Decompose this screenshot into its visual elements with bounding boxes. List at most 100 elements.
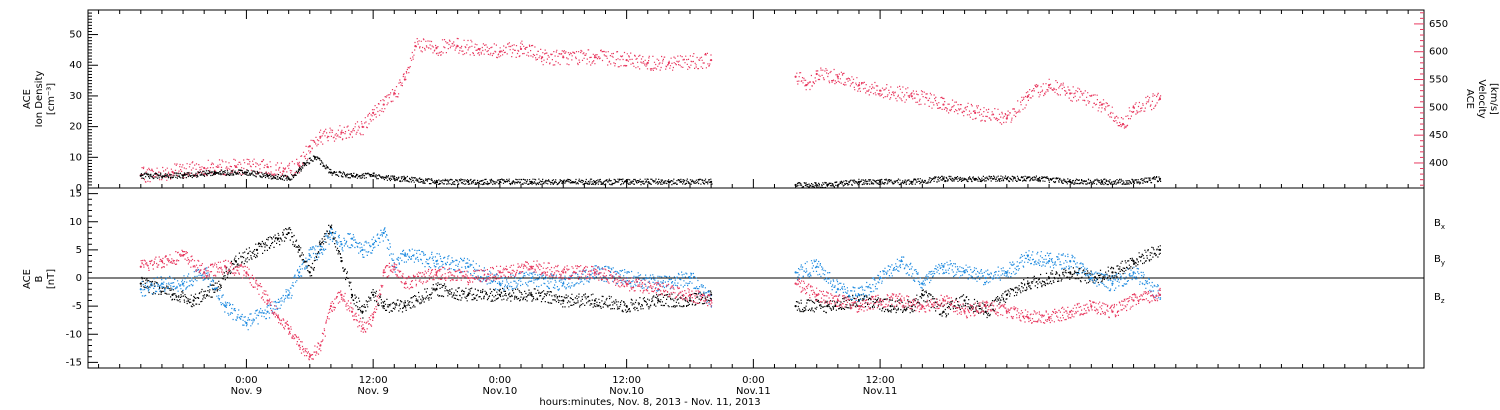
bz-series-point xyxy=(372,316,375,319)
by-series-point xyxy=(1090,276,1093,280)
velocity-series-point xyxy=(282,170,285,173)
top-ylabel-right-line3: [km/s] xyxy=(1488,83,1499,115)
legend-bz: Bz xyxy=(1434,292,1445,305)
top-left-ytick-label: 0 xyxy=(76,183,82,194)
bz-series-point xyxy=(1090,305,1093,308)
bz-series-point xyxy=(593,271,597,274)
by-series-point xyxy=(857,293,861,296)
top-left-ytick-label: 30 xyxy=(69,91,82,102)
bottom-ylabel-left-line2: B xyxy=(34,275,45,282)
by-series-point xyxy=(1111,282,1114,285)
bx-series-point xyxy=(382,305,385,308)
top-ylabel-right: ACE Velocity [km/s] xyxy=(1464,79,1499,118)
velocity-series-point xyxy=(498,50,501,53)
bz-series-point xyxy=(139,265,142,268)
velocity-series-point xyxy=(1005,117,1008,120)
velocity-series-point xyxy=(203,166,206,170)
bz-series-point xyxy=(203,271,206,274)
bz-series-point xyxy=(857,305,861,308)
top-ylabel-right-line2: Velocity xyxy=(1476,79,1487,118)
bottom-ylabel-left: ACE B [nT] xyxy=(22,269,57,289)
bottom-ytick-label: 15 xyxy=(69,189,82,200)
by-series-point xyxy=(815,265,818,268)
by-series-point xyxy=(942,265,945,268)
bx-series-point xyxy=(530,293,533,296)
bz-series-point xyxy=(1132,299,1135,302)
bx-series-point xyxy=(298,248,301,251)
legend: Bx By Bz xyxy=(1434,218,1445,305)
by-series-point xyxy=(1132,271,1135,274)
velocity-series-point xyxy=(794,75,797,78)
velocity-series-point xyxy=(625,58,628,62)
bz-series-point xyxy=(836,299,839,302)
bx-series-point xyxy=(826,305,829,308)
bx-series-point xyxy=(1069,271,1072,274)
by-series-point xyxy=(562,282,565,285)
bx-series-point xyxy=(889,305,892,308)
bottom-ytick-label: -10 xyxy=(66,329,82,340)
bz-series-point xyxy=(984,305,987,308)
bz-series-point xyxy=(403,282,406,285)
x-label-time: 12:00 xyxy=(612,375,641,386)
by-series xyxy=(139,227,1162,331)
x-label-time: 0:00 xyxy=(235,375,257,386)
velocity-series-point xyxy=(519,47,523,51)
velocity-series-point xyxy=(593,56,597,59)
top-right-ytick-label: 450 xyxy=(1429,130,1448,141)
x-label-date: Nov. 9 xyxy=(357,386,388,397)
bottom-ylabel-left-line3: [nT] xyxy=(46,269,57,289)
top-ylabel-right-line1: ACE xyxy=(1464,89,1475,109)
bx-series xyxy=(139,224,1162,319)
top-ylabel-left: ACE Ion Density [cm⁻³] xyxy=(22,71,57,128)
bz-series-point xyxy=(467,276,470,280)
bz-series-point xyxy=(350,310,354,313)
bx-series-point xyxy=(625,305,628,308)
velocity-series-point xyxy=(562,56,565,59)
density-series-point xyxy=(139,174,142,177)
by-series-point xyxy=(1047,260,1051,263)
top-left-ytick-label: 50 xyxy=(69,30,82,41)
velocity-series-point xyxy=(910,95,913,98)
x-label-date: Nov.11 xyxy=(736,386,771,397)
bx-series-point xyxy=(794,305,797,308)
by-series-point xyxy=(298,271,301,274)
by-series-point xyxy=(984,276,987,280)
velocity-series-point xyxy=(340,131,343,134)
legend-by: By xyxy=(1434,254,1445,267)
bx-series-point xyxy=(361,310,364,313)
bottom-ytick-label: 0 xyxy=(76,273,82,284)
density-series-point xyxy=(794,183,797,187)
bx-series-point xyxy=(255,248,259,251)
by-series-point xyxy=(287,293,290,296)
bz-series-point xyxy=(1005,310,1008,313)
velocity-series-point xyxy=(836,75,839,78)
bottom-ytick-label: -15 xyxy=(66,357,82,368)
density-series-point xyxy=(393,177,396,180)
top-right-ytick-label: 500 xyxy=(1429,102,1448,113)
bx-series-point xyxy=(1026,282,1030,285)
bz-series-point xyxy=(393,265,396,268)
bx-series-point xyxy=(498,293,501,296)
velocity-series-point xyxy=(942,103,945,106)
velocity-series-point xyxy=(815,72,818,76)
bz-series-point xyxy=(329,305,333,308)
density-series-point xyxy=(710,180,713,183)
top-ylabel-left-line1: ACE xyxy=(22,89,33,109)
by-series-point xyxy=(530,276,533,280)
bz-series-point xyxy=(266,299,269,302)
bz-series-point xyxy=(710,299,713,302)
by-series-point xyxy=(160,282,164,285)
bz-series xyxy=(139,249,1162,361)
velocity-series-point xyxy=(646,61,649,64)
x-label-time: 12:00 xyxy=(866,375,895,386)
by-series-point xyxy=(319,248,322,251)
velocity-series-point xyxy=(1158,97,1162,101)
x-axis-title: hours:minutes, Nov. 8, 2013 - Nov. 11, 2… xyxy=(539,397,760,408)
top-right-ytick-label: 650 xyxy=(1429,19,1448,30)
bz-series-point xyxy=(382,271,385,274)
bz-series-point xyxy=(963,310,966,313)
top-left-ytick-label: 40 xyxy=(69,60,82,71)
by-series-point xyxy=(181,282,185,285)
top-left-ytick-label: 10 xyxy=(69,152,82,163)
